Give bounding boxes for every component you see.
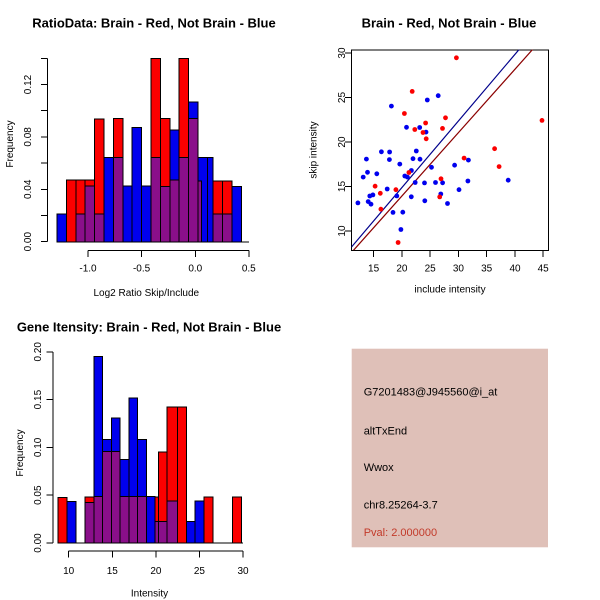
svg-text:0.12: 0.12 — [23, 74, 34, 94]
svg-text:0.05: 0.05 — [33, 485, 44, 505]
svg-text:0.15: 0.15 — [33, 389, 44, 409]
svg-text:20: 20 — [337, 136, 348, 148]
svg-text:chr8.25264-3.7: chr8.25264-3.7 — [364, 500, 438, 512]
svg-text:45: 45 — [538, 264, 550, 275]
svg-text:40: 40 — [509, 264, 521, 275]
svg-text:35: 35 — [481, 264, 493, 275]
svg-text:Wwox: Wwox — [364, 462, 394, 474]
svg-text:0.08: 0.08 — [23, 127, 34, 147]
svg-text:10: 10 — [63, 566, 75, 577]
svg-text:Brain - Red, Not Brain - Blue: Brain - Red, Not Brain - Blue — [362, 16, 537, 31]
svg-text:25: 25 — [194, 566, 206, 577]
svg-text:G7201483@J945560@i_at: G7201483@J945560@i_at — [364, 387, 498, 399]
svg-text:10: 10 — [337, 225, 348, 237]
svg-text:15: 15 — [337, 181, 348, 193]
svg-text:-0.5: -0.5 — [133, 264, 151, 275]
svg-text:0.04: 0.04 — [23, 179, 34, 199]
svg-text:15: 15 — [368, 264, 380, 275]
svg-text:0.10: 0.10 — [33, 437, 44, 457]
svg-text:0.00: 0.00 — [33, 533, 44, 553]
svg-text:include intensity: include intensity — [414, 285, 485, 296]
svg-text:0.5: 0.5 — [242, 264, 256, 275]
svg-text:skip intensity: skip intensity — [309, 121, 320, 178]
svg-text:Frequency: Frequency — [15, 429, 26, 476]
svg-text:20: 20 — [396, 264, 408, 275]
svg-text:30: 30 — [237, 566, 249, 577]
svg-text:Gene Itensity: Brain - Red, No: Gene Itensity: Brain - Red, Not Brain - … — [17, 320, 281, 335]
svg-text:15: 15 — [107, 566, 119, 577]
svg-text:-1.0: -1.0 — [79, 264, 97, 275]
svg-text:Log2 Ratio Skip/Include: Log2 Ratio Skip/Include — [93, 288, 199, 299]
svg-text:25: 25 — [425, 264, 437, 275]
svg-text:Frequency: Frequency — [5, 120, 16, 167]
svg-text:30: 30 — [453, 264, 465, 275]
svg-text:20: 20 — [150, 566, 162, 577]
svg-text:0.20: 0.20 — [33, 342, 44, 362]
svg-text:0.0: 0.0 — [188, 264, 202, 275]
svg-text:30: 30 — [337, 47, 348, 59]
svg-text:Pval: 2.000000: Pval: 2.000000 — [364, 527, 437, 539]
svg-text:25: 25 — [337, 92, 348, 104]
svg-text:0.00: 0.00 — [23, 232, 34, 252]
svg-text:Intensity: Intensity — [131, 589, 168, 600]
svg-text:RatioData: Brain - Red, Not Br: RatioData: Brain - Red, Not Brain - Blue — [32, 16, 275, 31]
svg-text:altTxEnd: altTxEnd — [364, 426, 407, 438]
